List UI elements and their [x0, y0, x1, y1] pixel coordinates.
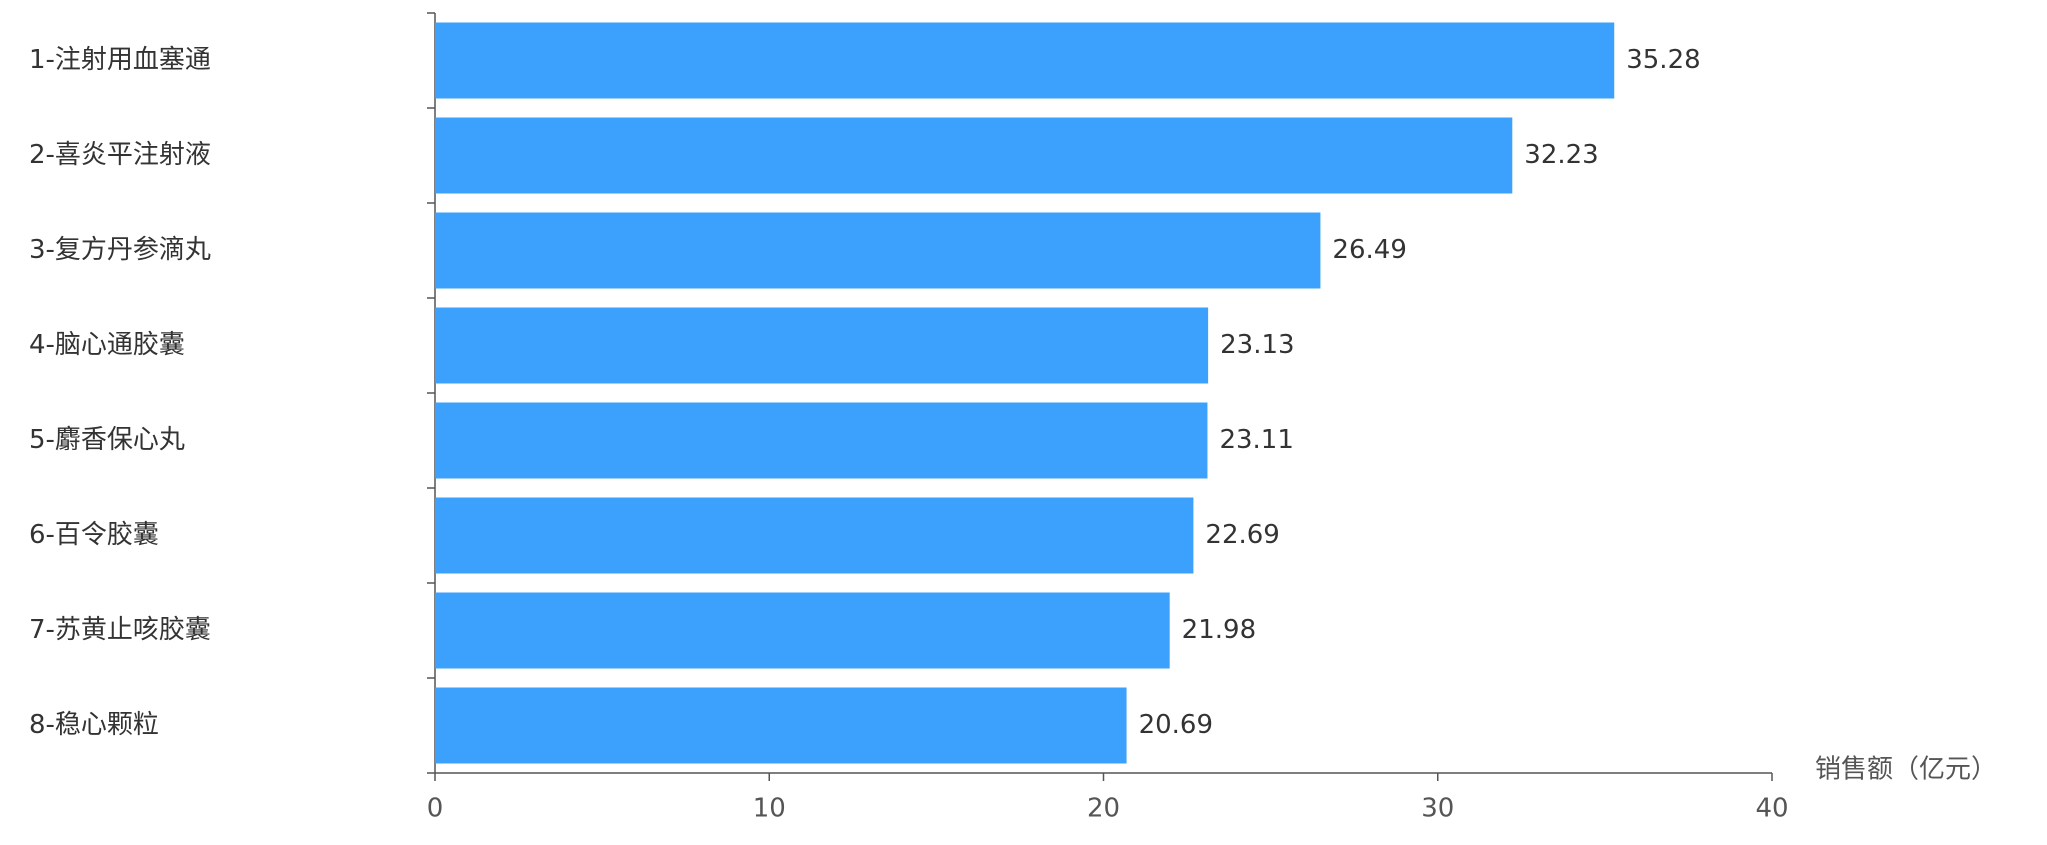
value-label: 32.23	[1524, 140, 1598, 170]
y-tick-label: 7-苏黄止咳胶囊	[29, 615, 211, 645]
bar	[435, 592, 1170, 669]
bar	[435, 402, 1208, 479]
bar	[435, 497, 1194, 574]
value-label: 22.69	[1205, 520, 1279, 550]
y-tick-label: 2-喜炎平注射液	[29, 140, 211, 170]
value-label: 23.11	[1219, 425, 1293, 455]
value-label: 23.13	[1220, 330, 1294, 360]
x-tick-label: 10	[753, 794, 786, 824]
y-tick-label: 6-百令胶囊	[29, 520, 159, 550]
value-label: 26.49	[1332, 235, 1406, 265]
bar	[435, 687, 1127, 764]
y-tick-label: 4-脑心通胶囊	[29, 330, 185, 360]
x-axis-label: 销售额（亿元）	[1815, 755, 1997, 785]
y-tick-label: 1-注射用血塞通	[29, 45, 211, 75]
y-tick-label: 5-麝香保心丸	[29, 425, 185, 455]
bar	[435, 212, 1321, 289]
value-label: 21.98	[1182, 615, 1256, 645]
x-tick-label: 20	[1087, 794, 1120, 824]
bar	[435, 307, 1209, 384]
bar	[435, 117, 1513, 194]
x-tick-label: 0	[427, 794, 444, 824]
value-label: 20.69	[1139, 710, 1213, 740]
y-tick-label: 3-复方丹参滴丸	[29, 235, 211, 265]
y-tick-label: 8-稳心颗粒	[29, 710, 159, 740]
value-label: 35.28	[1626, 45, 1700, 75]
x-tick-label: 40	[1755, 794, 1788, 824]
bar	[435, 22, 1615, 99]
x-tick-label: 30	[1421, 794, 1454, 824]
